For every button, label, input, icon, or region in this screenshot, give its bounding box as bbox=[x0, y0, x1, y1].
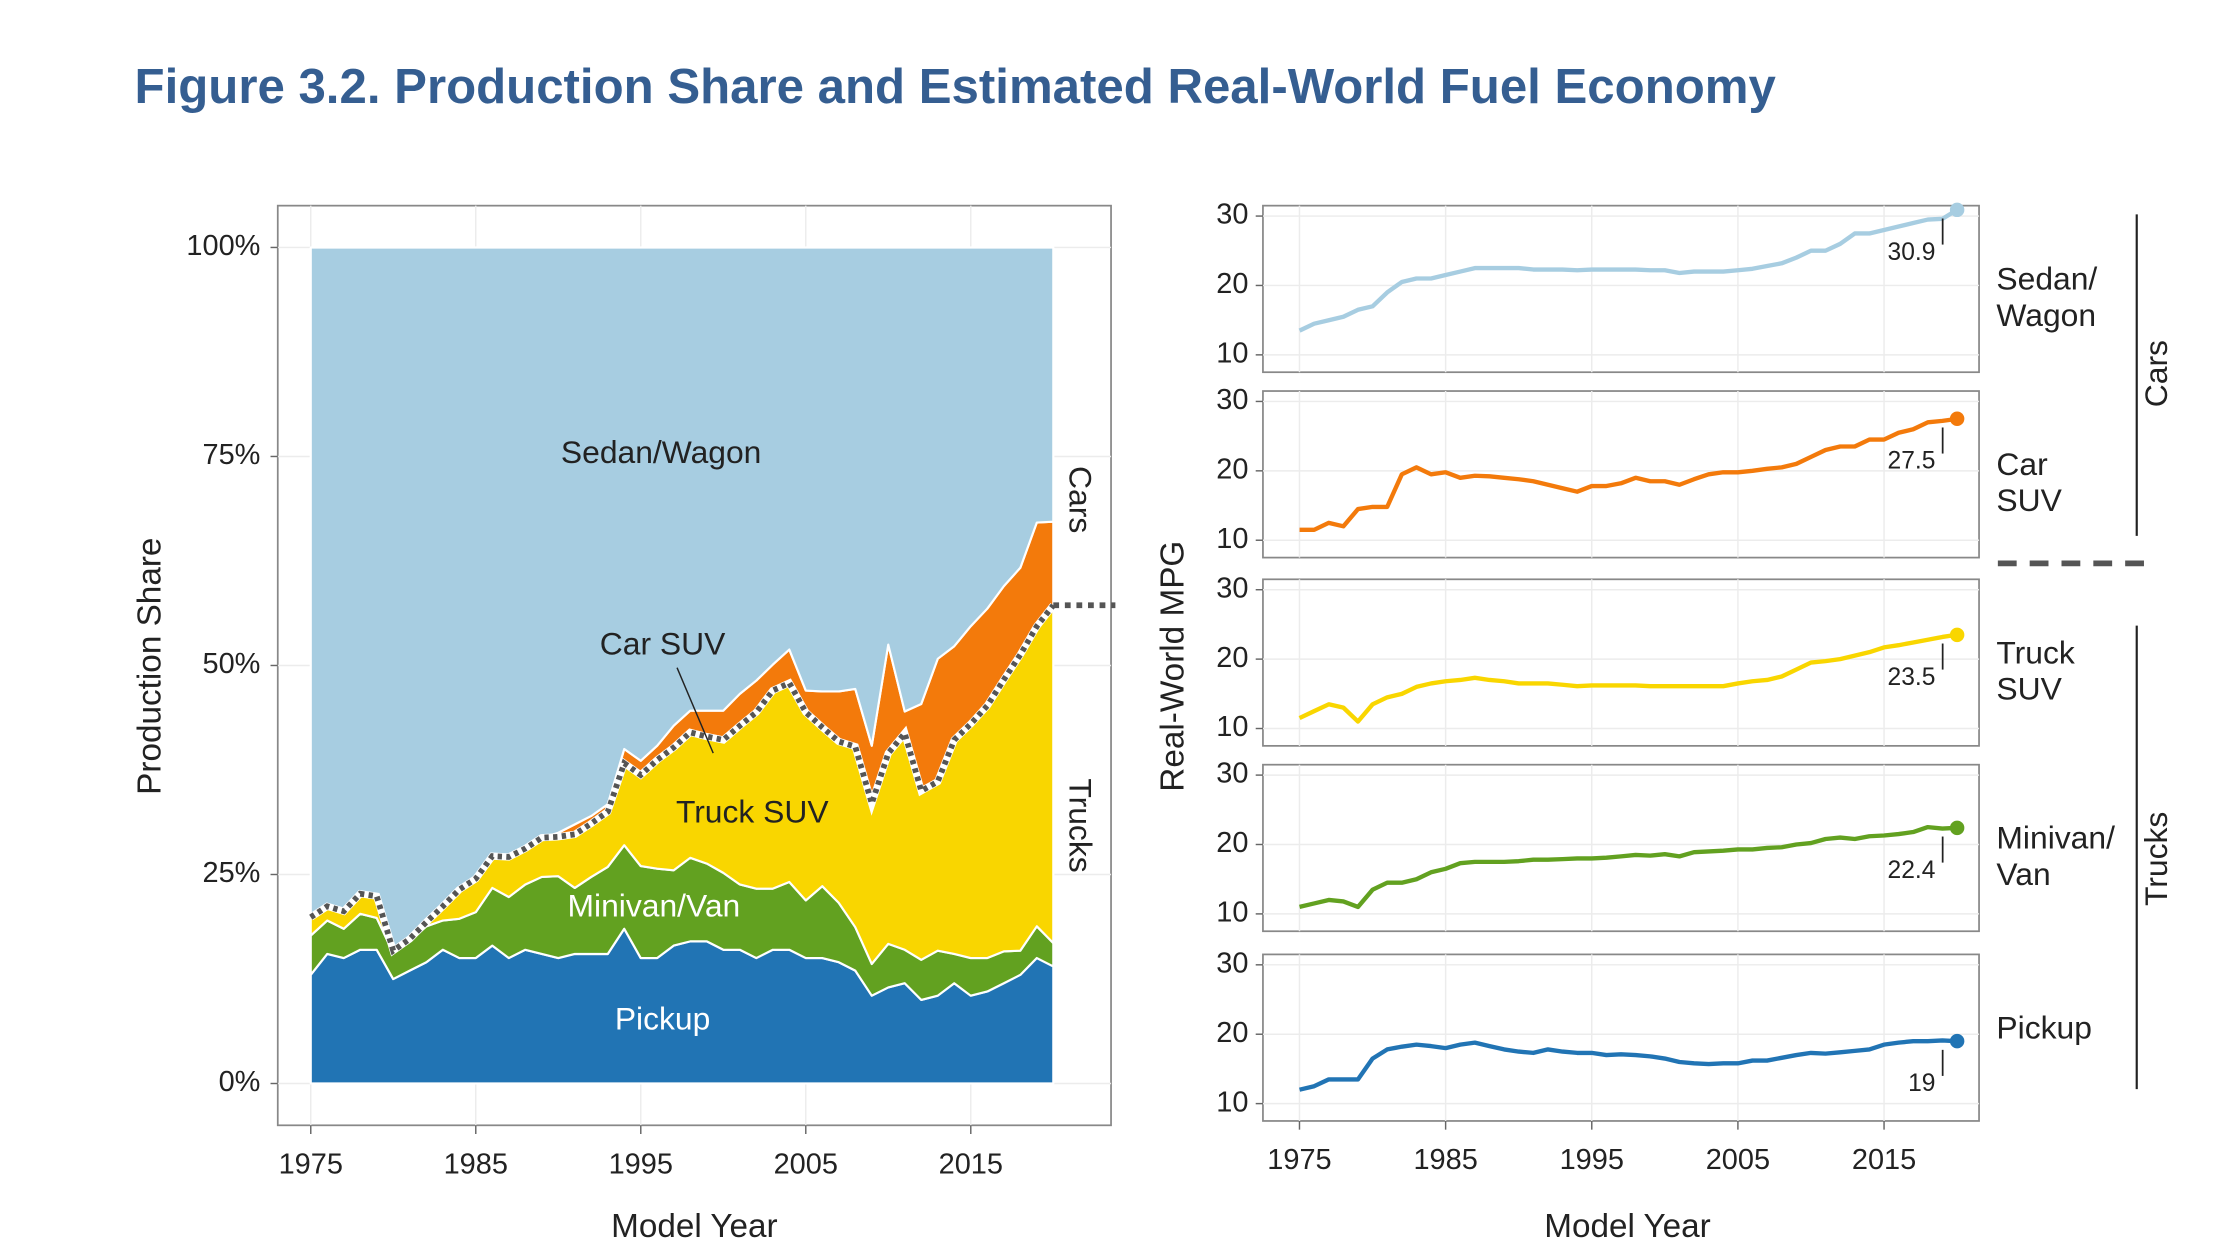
y-tick-label: 20 bbox=[1216, 453, 1248, 485]
end-point bbox=[1949, 411, 1965, 427]
y-tick-label: 20 bbox=[1216, 268, 1248, 300]
line bbox=[1299, 416, 1958, 532]
panel bbox=[1262, 763, 1980, 933]
y-tick-label: 20 bbox=[1216, 827, 1248, 859]
y-tick-label: 30 bbox=[1216, 758, 1248, 790]
panel bbox=[1262, 953, 1980, 1122]
x-tick-label: 1995 bbox=[609, 1148, 673, 1180]
y-tick-label: 10 bbox=[1216, 337, 1248, 369]
y-tick-label: 10 bbox=[1216, 523, 1248, 555]
figure-title: Figure 3.2. Production Share and Estimat… bbox=[135, 59, 1777, 114]
y-tick-label: 0% bbox=[219, 1066, 261, 1098]
y-axis-label: Production Share bbox=[132, 538, 169, 795]
x-tick-label: 1975 bbox=[1267, 1144, 1331, 1176]
y-tick-label: 30 bbox=[1216, 199, 1248, 231]
line bbox=[1298, 632, 1958, 724]
line bbox=[1299, 824, 1958, 910]
area-label: Minivan/Van bbox=[568, 887, 741, 923]
annotation: Cars bbox=[2138, 340, 2174, 407]
area-label: Pickup bbox=[615, 1000, 710, 1036]
panel-label-box: Minivan/ Van bbox=[1996, 819, 2115, 893]
panel-label: Car SUV bbox=[1996, 446, 2062, 519]
y-tick-label: 30 bbox=[1216, 572, 1248, 604]
annotation: Cars bbox=[1062, 466, 1098, 533]
x-tick-label: 2005 bbox=[1706, 1144, 1770, 1176]
panel-label: Truck SUV bbox=[1996, 634, 2075, 707]
boundary-halo bbox=[308, 602, 1057, 957]
y-tick-label: 50% bbox=[203, 648, 261, 680]
panel-label: Minivan/ Van bbox=[1996, 819, 2115, 893]
panel bbox=[1262, 390, 1980, 559]
y-tick-label: 30 bbox=[1216, 947, 1248, 979]
panel-label: Pickup bbox=[1996, 1009, 2092, 1046]
x-tick-label: 2005 bbox=[774, 1148, 838, 1180]
leader bbox=[676, 667, 714, 754]
value-label: 22.4 bbox=[1888, 857, 1936, 884]
end-point bbox=[1949, 202, 1965, 218]
y-tick-label: 30 bbox=[1216, 384, 1248, 416]
line bbox=[1299, 1038, 1958, 1092]
y-tick-label: 10 bbox=[1216, 1086, 1248, 1118]
x-tick-label: 1975 bbox=[279, 1148, 343, 1180]
value-label: 23.5 bbox=[1888, 664, 1936, 691]
area-label: Car SUV bbox=[600, 625, 726, 661]
panel bbox=[1262, 204, 1980, 374]
end-point bbox=[1949, 1033, 1965, 1049]
x-tick-label: 1985 bbox=[1413, 1144, 1477, 1176]
area-label: Truck SUV bbox=[676, 793, 829, 829]
y-tick-label: 25% bbox=[203, 857, 261, 889]
value-label: 19 bbox=[1908, 1070, 1935, 1097]
y-tick-label: 20 bbox=[1216, 1017, 1248, 1049]
value-label: 30.9 bbox=[1888, 239, 1936, 266]
y-tick-label: 100% bbox=[186, 230, 260, 262]
line bbox=[1298, 208, 1959, 333]
annotation: Trucks bbox=[2138, 812, 2174, 906]
panel-label-box: Pickup bbox=[1996, 1009, 2092, 1046]
panel-label: Sedan/ Wagon bbox=[1996, 260, 2098, 334]
annotation: Trucks bbox=[1062, 778, 1098, 872]
area-label: Sedan/Wagon bbox=[561, 434, 761, 470]
y-axis-label: Real-World MPG bbox=[1155, 541, 1192, 792]
panel-label-box: Car SUV bbox=[1996, 446, 2062, 519]
x-tick-label: 2015 bbox=[939, 1148, 1003, 1180]
y-tick-label: 20 bbox=[1216, 642, 1248, 674]
panel-label-box: Sedan/ Wagon bbox=[1996, 260, 2098, 334]
end-point bbox=[1949, 820, 1965, 836]
panel bbox=[1262, 578, 1980, 747]
x-tick-label: 1995 bbox=[1560, 1144, 1624, 1176]
y-tick-label: 10 bbox=[1216, 897, 1248, 929]
x-tick-label: 2015 bbox=[1852, 1144, 1916, 1176]
x-axis-label: Model Year bbox=[611, 1208, 777, 1245]
y-tick-label: 10 bbox=[1216, 711, 1248, 743]
value-label: 27.5 bbox=[1888, 448, 1936, 475]
panel-label-box: Truck SUV bbox=[1996, 634, 2075, 707]
x-axis-label: Model Year bbox=[1544, 1208, 1710, 1245]
end-point bbox=[1949, 627, 1965, 643]
x-tick-label: 1985 bbox=[444, 1148, 508, 1180]
y-tick-label: 75% bbox=[203, 439, 261, 471]
